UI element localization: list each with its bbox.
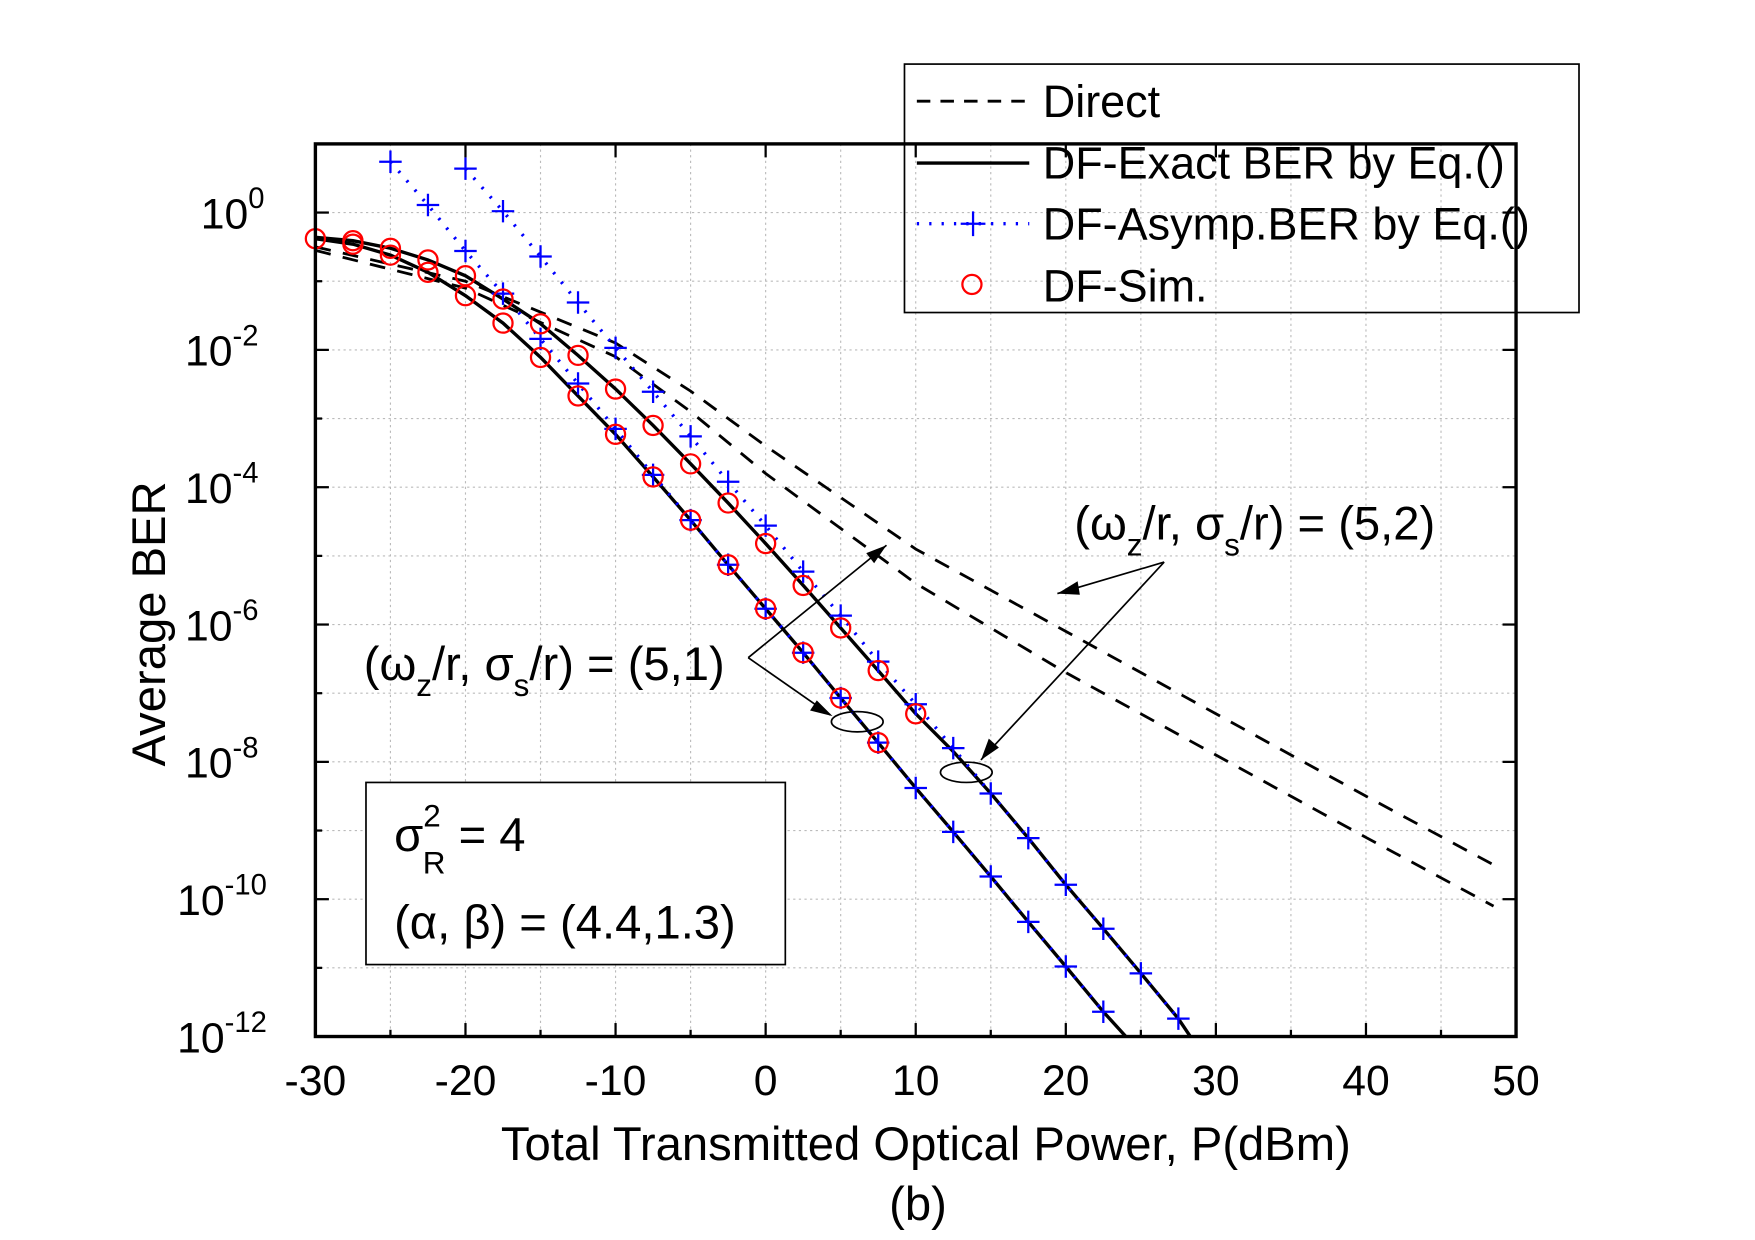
asymp-marker (829, 686, 852, 710)
y-tick-label: 10-8 (185, 732, 258, 787)
asymp-marker (679, 508, 702, 532)
svg-text:(α, β) = (4.4,1.3): (α, β) = (4.4,1.3) (394, 897, 736, 950)
annotation-5-2: (ωz/r, σs/r) = (5,2) (939, 498, 1435, 784)
sim-marker (679, 453, 702, 475)
asymp-marker (454, 157, 477, 180)
sim-marker (417, 249, 439, 271)
parameter-box: σ2 R = 4 (α, β) = (4.4,1.3) (365, 781, 787, 966)
sim-marker (867, 659, 889, 682)
x-tick-label: 10 (892, 1057, 940, 1105)
sim-marker (642, 414, 664, 437)
sim-marker (492, 312, 514, 334)
asymp-marker (491, 199, 515, 223)
asymp-marker (416, 193, 440, 217)
svg-text:(ωz/r, σs/r) = (5,2): (ωz/r, σs/r) = (5,2) (1074, 498, 1435, 563)
sim-marker (830, 617, 852, 639)
sim-marker (567, 385, 589, 407)
asymp-marker (716, 553, 740, 577)
x-tick-label: 50 (1492, 1057, 1540, 1105)
asymp-marker (529, 245, 552, 268)
y-tick-label: 10-12 (177, 1007, 267, 1062)
asymp-marker (604, 336, 627, 360)
x-tick-label: 20 (1042, 1057, 1090, 1105)
asymp-marker (754, 597, 777, 620)
axis-ticks: -30 -20 -10 0 10 20 30 40 50 100 10-2 10-4 10-6 10-8 1… (177, 143, 1540, 1105)
sim-marker (529, 313, 552, 335)
x-tick-label: 0 (754, 1057, 778, 1105)
annotation-5-1: (ωz/r, σs/r) = (5,1) (364, 544, 888, 733)
x-tick-label: -10 (585, 1057, 647, 1105)
x-tick-label: 40 (1342, 1057, 1390, 1105)
asymp-marker (1017, 910, 1040, 934)
sim-marker (379, 244, 402, 266)
x-axis-label: Total Transmitted Optical Power, P(dBm) (501, 1118, 1351, 1171)
sim-marker (604, 423, 627, 446)
y-tick-label: 10-10 (177, 870, 267, 925)
sim-marker (567, 344, 589, 367)
y-axis-label: Average BER (123, 481, 176, 766)
asymp-marker (1092, 1000, 1115, 1024)
asymp-marker (979, 782, 1003, 805)
sim-marker (679, 509, 702, 531)
asymp-marker (529, 327, 552, 351)
asymp-marker (566, 372, 590, 395)
asymp-marker (1054, 873, 1078, 897)
legend-sim: DF-Sim. (1043, 260, 1208, 311)
asymp-marker (942, 820, 965, 844)
legend-asymp: DF-Asymp.BER by Eq.() (1043, 198, 1530, 249)
asymp-marker (1054, 955, 1078, 978)
legend-direct: Direct (1043, 76, 1161, 127)
direct-curve (315, 245, 1495, 867)
sim-marker (754, 532, 777, 555)
asymp-marker (904, 776, 927, 800)
sim-marker (717, 554, 739, 576)
sim-marker (717, 492, 739, 514)
legend-exact: DF-Exact BER by Eq.() (1043, 138, 1505, 189)
sim-marker (454, 265, 477, 287)
sim-marker (867, 731, 889, 754)
sim-marker (604, 378, 627, 400)
asymp-marker (1167, 1007, 1190, 1030)
asymp-marker (942, 736, 965, 760)
sim-marker (417, 261, 439, 283)
svg-text:σ2R = 4: σ2 R = 4 (394, 798, 525, 880)
sim-marker (342, 230, 364, 252)
asymp-marker (866, 731, 890, 754)
x-tick-label: 30 (1192, 1057, 1240, 1105)
asymp-marker (566, 291, 590, 314)
asymp-marker (454, 239, 477, 263)
asymp-marker (1092, 917, 1115, 940)
asymp-marker (641, 380, 665, 404)
sim-marker (830, 687, 852, 709)
x-tick-label: -20 (435, 1057, 497, 1105)
caption: (b) (889, 1178, 947, 1231)
y-tick-label: 10-2 (185, 320, 258, 375)
y-tick-label: 100 (201, 183, 265, 238)
svg-text:(ωz/r, σs/r) = (5,1): (ωz/r, σs/r) = (5,1) (364, 638, 725, 703)
sim-marker (529, 346, 552, 369)
sim-marker (754, 598, 777, 620)
markers (304, 150, 1190, 1030)
x-tick-label: -30 (285, 1057, 347, 1105)
legend: Direct DF-Exact BER by Eq.() DF-Asymp.BE… (903, 63, 1580, 314)
asymp-marker (829, 604, 852, 627)
asymp-marker (979, 865, 1003, 888)
sim-marker (792, 574, 814, 597)
asymp-marker (679, 425, 702, 448)
asymp-marker (791, 641, 815, 664)
asymp-marker (716, 470, 740, 493)
sim-marker (642, 466, 664, 488)
asymp-marker (1129, 962, 1153, 985)
asymp-marker (791, 560, 815, 583)
sim-marker (379, 237, 402, 259)
sim-marker (905, 703, 927, 725)
y-tick-label: 10-4 (185, 458, 258, 513)
asymp-marker (1017, 826, 1040, 850)
sim-marker (492, 288, 514, 310)
y-tick-label: 10-6 (185, 595, 258, 650)
sim-marker (792, 642, 814, 664)
asymp-marker (379, 150, 402, 173)
